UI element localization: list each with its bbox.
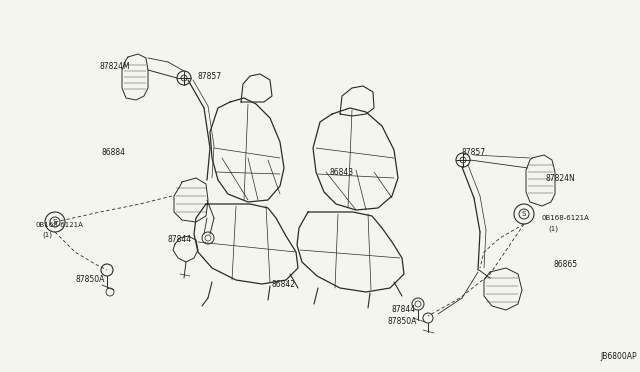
Text: 87857: 87857 [197,72,221,81]
Text: JB6800AP: JB6800AP [600,352,637,361]
Text: 0B168-6121A: 0B168-6121A [35,222,83,228]
Text: S: S [53,219,57,225]
Text: 87850A: 87850A [388,317,417,326]
Text: 87857: 87857 [462,148,486,157]
Text: 87844: 87844 [168,235,192,244]
Text: 87824N: 87824N [545,174,575,183]
Text: 87844: 87844 [392,305,416,314]
Text: 86884: 86884 [102,148,126,157]
Text: (1): (1) [42,232,52,238]
Text: 86843: 86843 [330,168,354,177]
Text: (1): (1) [548,225,558,231]
Text: 86865: 86865 [553,260,577,269]
Text: 0B168-6121A: 0B168-6121A [541,215,589,221]
Text: S: S [522,211,526,217]
Text: 87850A: 87850A [75,275,104,284]
Text: 86842: 86842 [272,280,296,289]
Text: 87824M: 87824M [100,62,131,71]
